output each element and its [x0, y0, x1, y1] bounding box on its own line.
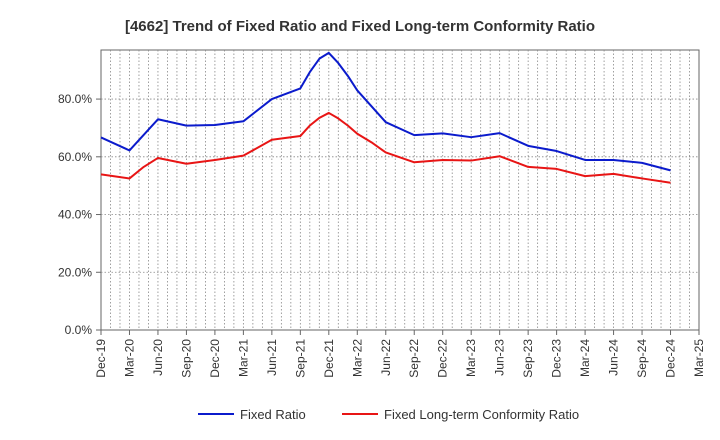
plot-area	[100, 49, 700, 331]
x-tick-label: Dec-23	[550, 339, 564, 378]
y-tick-label: 0.0%	[65, 323, 93, 337]
x-tick-label: Sep-24	[635, 339, 649, 378]
chart-title: [4662] Trend of Fixed Ratio and Fixed Lo…	[125, 18, 595, 35]
y-tick-label: 80.0%	[58, 92, 92, 106]
x-tick-label: Mar-22	[350, 339, 364, 377]
x-tick-label: Mar-24	[578, 339, 592, 377]
y-tick-label: 20.0%	[58, 265, 92, 279]
x-tick-label: Jun-22	[379, 339, 393, 376]
x-tick-label: Sep-20	[179, 339, 193, 378]
x-tick-label: Mar-21	[236, 339, 250, 377]
legend-label-1: Fixed Ratio	[240, 407, 306, 422]
x-tick-label: Sep-23	[521, 339, 535, 378]
x-tick-label: Mar-25	[692, 339, 706, 377]
x-tick-label: Mar-20	[122, 339, 136, 377]
x-tick-label: Mar-23	[464, 339, 478, 377]
x-tick-label: Jun-20	[151, 339, 165, 376]
x-tick-label: Dec-21	[322, 339, 336, 378]
x-tick-label: Dec-22	[436, 339, 450, 378]
series-line-1	[100, 51, 671, 172]
x-tick-label: Jun-23	[493, 339, 507, 376]
y-tick-label: 40.0%	[58, 208, 92, 222]
x-tick-label: Sep-22	[407, 339, 421, 378]
x-tick-label: Dec-20	[208, 339, 222, 378]
x-axis: Dec-19 Mar-20 Jun-20 Sep-20 Dec-20 Mar-21 Jun-…	[94, 330, 706, 378]
x-tick-label: Dec-19	[94, 339, 108, 378]
x-tick-label: Jun-24	[607, 339, 621, 376]
y-tick-label: 60.0%	[58, 150, 92, 164]
legend-label-2: Fixed Long-term Conformity Ratio	[384, 407, 579, 422]
legend: Fixed Ratio Fixed Long-term Conformity Ra…	[198, 407, 579, 422]
y-axis: 0.0% 20.0% 40.0% 60.0% 80.0%	[58, 92, 101, 337]
x-tick-label: Sep-21	[293, 339, 307, 378]
series-layer	[100, 51, 671, 184]
grid	[101, 50, 699, 330]
x-tick-label: Dec-24	[664, 339, 678, 378]
series-line-2	[100, 111, 671, 184]
x-tick-label: Jun-21	[265, 339, 279, 376]
